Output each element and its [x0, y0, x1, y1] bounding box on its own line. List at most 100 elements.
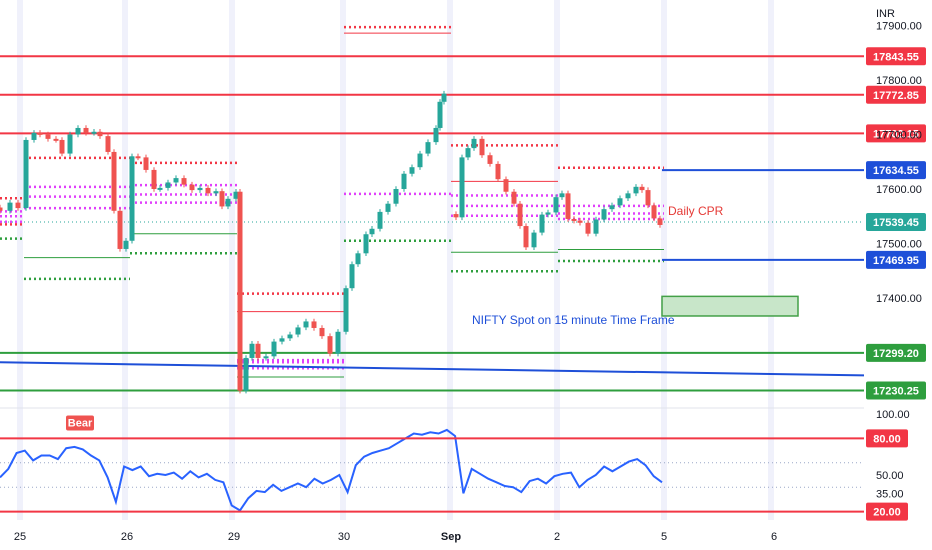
candle-body	[487, 155, 493, 164]
candle-body	[263, 356, 269, 359]
time-tick-label: Sep	[441, 531, 461, 543]
candle-body	[287, 334, 293, 339]
session-separator	[17, 0, 23, 520]
annotations: NIFTY Spot on 15 minute Time Frame Daily…	[472, 204, 724, 327]
rsi-level-label: 80.00	[873, 433, 901, 445]
candle-body	[459, 157, 465, 218]
time-tick-label: 30	[338, 531, 350, 543]
candle-body	[433, 127, 439, 143]
level-tag-label: 17299.20	[873, 348, 919, 360]
candle-body	[539, 214, 545, 233]
level-tag	[866, 250, 926, 269]
candle-body	[105, 136, 111, 152]
candle-body	[97, 131, 103, 137]
candle-body	[571, 218, 577, 221]
candle-body	[609, 205, 615, 210]
level-tag-label: 17772.85	[873, 90, 919, 102]
candle-body	[565, 193, 571, 219]
candle-body	[249, 343, 255, 358]
candle-body	[303, 321, 309, 328]
rsi-level-tag	[866, 429, 908, 448]
level-tag-label: 17230.25	[873, 386, 919, 398]
candle-body	[657, 218, 663, 225]
candle-body	[349, 264, 355, 289]
candle-body	[651, 205, 657, 219]
cpr-layer	[0, 25, 664, 378]
time-tick-label: 6	[771, 531, 777, 543]
candle-body	[143, 157, 149, 170]
candle-body	[271, 341, 277, 357]
level-tag-label: 17634.55	[873, 165, 919, 177]
rsi-level-label: 20.00	[873, 507, 901, 519]
candle-body	[523, 226, 529, 248]
candle-body	[471, 138, 477, 149]
currency-label: INR	[876, 8, 895, 20]
candle-body	[639, 186, 645, 191]
level-tag	[866, 124, 926, 143]
candle-body	[495, 163, 501, 180]
time-axis: 25 26 29 30 Sep 2 5 6	[14, 531, 777, 543]
rsi-panel: 80.00 20.00 100.00 50.00 35.00 Bear	[0, 409, 910, 521]
session-separator	[122, 0, 128, 520]
candle-body	[425, 142, 431, 154]
cpr-label: Daily CPR	[668, 204, 724, 218]
candle-body	[233, 191, 239, 199]
rsi-tick-label: 50.00	[876, 470, 904, 482]
candle-body	[311, 321, 317, 328]
candle-body	[559, 193, 565, 198]
candle-body	[157, 187, 163, 190]
candle-body	[593, 219, 599, 234]
bear-signal-tag	[66, 415, 94, 431]
candle-body	[111, 151, 117, 211]
candle-body	[511, 191, 517, 204]
candle-body	[335, 331, 341, 354]
time-tick-label: 26	[121, 531, 133, 543]
time-tick-label: 2	[554, 531, 560, 543]
candle-body	[67, 134, 73, 154]
level-tag	[866, 381, 926, 400]
candle-body	[189, 184, 195, 191]
candle-body	[355, 253, 361, 265]
rsi-tick-label: 35.00	[876, 488, 904, 500]
candle-body	[369, 228, 375, 235]
rsi-tick-label: 100.00	[876, 409, 910, 421]
candle-body	[363, 234, 369, 254]
candle-body	[553, 197, 559, 213]
candle-body	[645, 190, 651, 206]
candle-body	[531, 232, 537, 248]
candle-body	[75, 127, 81, 135]
candle-body	[45, 134, 51, 139]
price-tick-label: 17500.00	[876, 239, 922, 251]
candle-body	[83, 127, 89, 133]
trend-line	[0, 361, 865, 377]
candle-body	[327, 336, 333, 354]
candle-body	[219, 191, 225, 207]
rsi-level-tag	[866, 502, 908, 521]
level-tag-label: 17843.55	[873, 51, 919, 63]
candle-body	[129, 156, 135, 241]
candle-body	[7, 202, 13, 211]
candle-body	[213, 191, 219, 194]
level-tag	[866, 212, 926, 231]
candle-body	[479, 138, 485, 156]
candle-body	[135, 156, 141, 159]
price-tick-label: 17800.00	[876, 75, 922, 87]
candle-body	[225, 198, 231, 207]
candle-body	[545, 212, 551, 215]
candle-body	[181, 178, 187, 185]
candle-body	[503, 179, 509, 192]
candle-body	[237, 191, 243, 391]
candle-body	[279, 338, 285, 342]
price-axis: INR 17843.55 17772.85 17702.15 17634.55 1753…	[866, 8, 926, 400]
candle-body	[601, 209, 607, 220]
candle-body	[243, 357, 249, 391]
candle-body	[165, 182, 171, 188]
candle-body	[205, 187, 211, 194]
candle-body	[117, 210, 123, 249]
candle-body	[197, 187, 203, 191]
candle-body	[123, 240, 129, 249]
session-separator	[554, 0, 560, 520]
candle-body	[343, 288, 349, 332]
time-tick-label: 5	[661, 531, 667, 543]
candle-body	[53, 138, 59, 141]
